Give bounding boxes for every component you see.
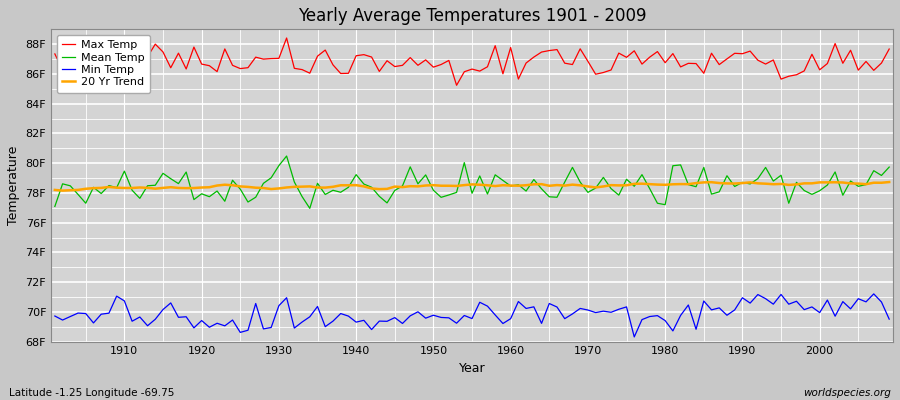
Text: Latitude -1.25 Longitude -69.75: Latitude -1.25 Longitude -69.75	[9, 388, 175, 398]
Min Temp	[629, 334, 640, 339]
Min Temp	[112, 294, 122, 298]
Max Temp	[281, 36, 292, 40]
20 Yr Trend	[336, 183, 346, 188]
Line: Min Temp: Min Temp	[55, 294, 889, 337]
Line: Mean Temp: Mean Temp	[55, 156, 889, 208]
Min Temp	[598, 309, 608, 314]
Max Temp	[614, 51, 625, 56]
Legend: Max Temp, Mean Temp, Min Temp, 20 Yr Trend: Max Temp, Mean Temp, Min Temp, 20 Yr Tre…	[57, 35, 150, 93]
20 Yr Trend	[505, 183, 516, 188]
Mean Temp	[281, 154, 292, 158]
Mean Temp	[289, 180, 300, 184]
Y-axis label: Temperature: Temperature	[7, 146, 20, 225]
Min Temp	[505, 316, 516, 321]
20 Yr Trend	[513, 183, 524, 188]
Mean Temp	[50, 204, 60, 209]
Mean Temp	[884, 165, 895, 170]
Min Temp	[328, 319, 338, 324]
Line: Max Temp: Max Temp	[55, 38, 889, 85]
Min Temp	[50, 314, 60, 318]
Max Temp	[112, 55, 122, 60]
20 Yr Trend	[884, 180, 895, 184]
20 Yr Trend	[50, 188, 60, 192]
Max Temp	[884, 47, 895, 52]
Max Temp	[513, 77, 524, 82]
Max Temp	[289, 66, 300, 71]
X-axis label: Year: Year	[459, 362, 485, 375]
Mean Temp	[513, 182, 524, 187]
Min Temp	[281, 295, 292, 300]
Title: Yearly Average Temperatures 1901 - 2009: Yearly Average Temperatures 1901 - 2009	[298, 7, 646, 25]
Mean Temp	[521, 189, 532, 194]
Max Temp	[336, 71, 346, 76]
Text: worldspecies.org: worldspecies.org	[803, 388, 891, 398]
Mean Temp	[304, 206, 315, 211]
Min Temp	[884, 317, 895, 322]
20 Yr Trend	[606, 183, 616, 188]
Min Temp	[498, 321, 508, 326]
Min Temp	[868, 292, 879, 296]
20 Yr Trend	[58, 188, 68, 193]
20 Yr Trend	[119, 186, 130, 190]
20 Yr Trend	[289, 184, 300, 189]
Max Temp	[451, 83, 462, 88]
Mean Temp	[614, 193, 625, 198]
Max Temp	[521, 61, 532, 66]
Max Temp	[50, 52, 60, 56]
Mean Temp	[112, 185, 122, 190]
Line: 20 Yr Trend: 20 Yr Trend	[55, 182, 889, 191]
Mean Temp	[343, 185, 354, 190]
